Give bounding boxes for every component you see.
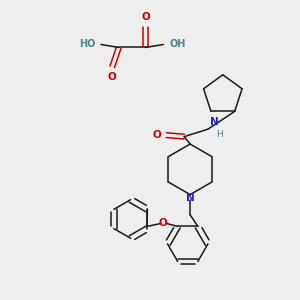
Text: HO: HO — [79, 40, 95, 50]
Text: N: N — [186, 194, 194, 203]
Text: O: O — [108, 72, 117, 82]
Text: OH: OH — [169, 40, 186, 50]
Text: N: N — [210, 117, 219, 128]
Text: O: O — [152, 130, 161, 140]
Text: H: H — [216, 130, 223, 140]
Text: O: O — [159, 218, 168, 228]
Text: O: O — [141, 12, 150, 22]
